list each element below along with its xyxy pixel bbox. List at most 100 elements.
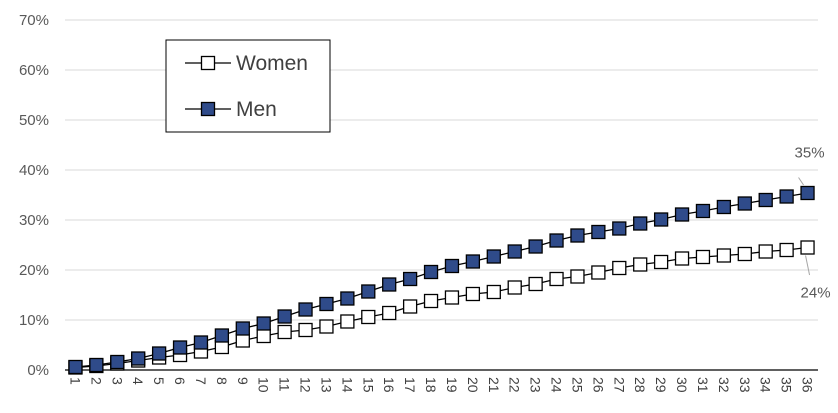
x-tick-label: 21 bbox=[486, 377, 502, 393]
x-tick-label: 8 bbox=[214, 377, 230, 385]
point-women bbox=[716, 248, 732, 263]
legend-box bbox=[165, 39, 331, 133]
x-tick-label: 20 bbox=[465, 377, 481, 393]
point-men bbox=[465, 254, 481, 269]
point-men bbox=[612, 221, 627, 236]
point-women bbox=[695, 249, 711, 265]
point-women bbox=[465, 286, 481, 302]
point-men bbox=[110, 354, 125, 370]
point-men bbox=[382, 277, 397, 292]
point-men bbox=[89, 357, 104, 373]
point-men bbox=[758, 192, 773, 208]
x-tick-label: 23 bbox=[528, 377, 544, 393]
point-women bbox=[361, 309, 376, 325]
x-tick-label: 10 bbox=[256, 377, 272, 393]
point-men bbox=[695, 203, 711, 219]
x-tick-label: 30 bbox=[674, 377, 690, 393]
point-men bbox=[319, 296, 334, 312]
point-women bbox=[591, 265, 606, 280]
x-tick-label: 32 bbox=[716, 377, 732, 393]
legend: Women Men bbox=[165, 39, 331, 133]
point-men bbox=[68, 359, 83, 375]
x-tick-label: 16 bbox=[381, 377, 397, 393]
point-men bbox=[570, 228, 585, 243]
legend-label-men: Men bbox=[236, 98, 277, 121]
x-tick-label: 29 bbox=[653, 377, 669, 393]
x-tick-label: 19 bbox=[444, 377, 460, 393]
point-men bbox=[653, 212, 669, 227]
point-men bbox=[737, 196, 752, 211]
x-tick-label: 5 bbox=[151, 377, 167, 385]
point-women bbox=[549, 271, 564, 287]
x-tick-label: 12 bbox=[298, 377, 314, 393]
point-women bbox=[382, 305, 397, 321]
x-tick-label: 17 bbox=[402, 377, 418, 393]
legend-marker-women bbox=[200, 55, 216, 71]
point-men bbox=[193, 335, 209, 350]
point-women bbox=[633, 257, 648, 272]
point-women bbox=[319, 319, 334, 334]
point-women bbox=[612, 260, 627, 276]
data-labels: 35% 24% bbox=[795, 145, 831, 302]
point-women bbox=[235, 333, 250, 348]
point-women bbox=[402, 299, 418, 314]
point-women bbox=[737, 246, 752, 262]
point-women bbox=[800, 240, 815, 255]
point-men bbox=[779, 189, 794, 204]
y-tick-label: 10% bbox=[19, 312, 49, 329]
series-group bbox=[68, 185, 815, 375]
point-men bbox=[402, 271, 418, 287]
y-tick-label: 20% bbox=[19, 262, 49, 279]
point-women bbox=[674, 251, 690, 266]
point-women bbox=[653, 254, 669, 270]
x-tick-label: 3 bbox=[109, 377, 125, 385]
point-women bbox=[779, 242, 794, 258]
point-women bbox=[570, 269, 585, 284]
x-tick-label: 26 bbox=[590, 377, 606, 393]
point-women bbox=[528, 276, 543, 292]
point-men bbox=[486, 249, 501, 264]
point-men bbox=[235, 321, 250, 336]
point-men bbox=[214, 328, 230, 343]
point-women bbox=[277, 324, 292, 340]
point-men bbox=[172, 340, 188, 355]
point-men bbox=[361, 284, 376, 299]
point-men bbox=[800, 185, 815, 201]
point-men bbox=[444, 258, 460, 274]
y-tick-label: 30% bbox=[19, 212, 49, 229]
x-tick-label: 22 bbox=[507, 377, 523, 393]
point-women bbox=[444, 290, 460, 305]
x-tick-label: 28 bbox=[632, 377, 648, 393]
x-tick-label: 9 bbox=[235, 377, 251, 385]
point-men bbox=[131, 351, 146, 366]
y-tick-label: 50% bbox=[19, 112, 49, 129]
data-label-men: 35% bbox=[795, 145, 825, 162]
point-men bbox=[507, 244, 522, 259]
x-tick-label: 14 bbox=[339, 377, 355, 393]
leader-line-women bbox=[805, 255, 811, 276]
x-tick-label: 4 bbox=[130, 377, 146, 385]
legend-marker-men bbox=[200, 101, 216, 117]
point-men bbox=[423, 264, 439, 280]
y-tick-label: 0% bbox=[27, 362, 49, 379]
point-women bbox=[256, 328, 271, 344]
x-tick-label: 7 bbox=[193, 377, 209, 385]
y-axis: 0% 10% 20% 30% 40% 50% 60% 70% bbox=[19, 12, 49, 379]
y-tick-label: 70% bbox=[19, 12, 49, 29]
x-tick-label: 1 bbox=[67, 377, 83, 385]
x-tick-label: 34 bbox=[758, 377, 774, 393]
x-tick-label: 11 bbox=[277, 377, 293, 392]
point-men bbox=[340, 291, 355, 306]
point-men bbox=[298, 302, 313, 317]
point-women bbox=[340, 314, 355, 329]
x-tick-label: 35 bbox=[779, 377, 795, 393]
x-tick-label: 6 bbox=[172, 377, 188, 385]
x-tick-label: 15 bbox=[360, 377, 376, 393]
x-tick-label: 25 bbox=[569, 377, 585, 393]
point-women bbox=[758, 244, 773, 259]
point-men bbox=[277, 309, 292, 324]
point-women bbox=[486, 284, 501, 300]
point-men bbox=[528, 239, 543, 254]
y-tick-label: 60% bbox=[19, 62, 49, 79]
